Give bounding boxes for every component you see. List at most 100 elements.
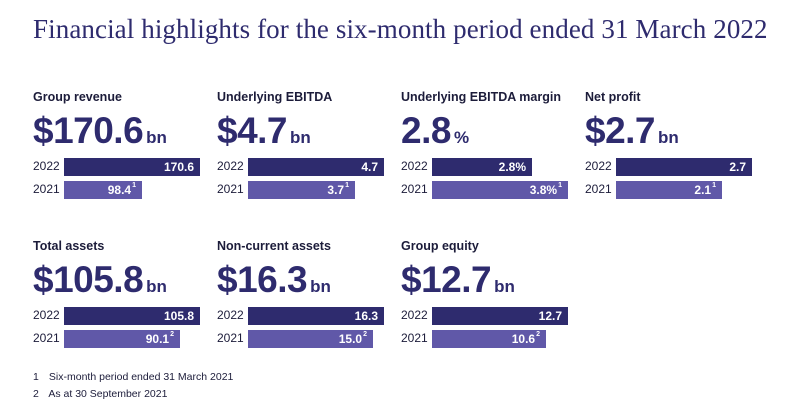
footnote-number: 2: [33, 388, 39, 400]
metric-card-non-current-assets: Non-current assets $16.3 bn 2022 16.3 202…: [217, 239, 387, 348]
metric-value: $105.8 bn: [33, 258, 203, 302]
metric-label: Group equity: [401, 239, 479, 253]
year-label: 2022: [33, 159, 60, 173]
bar-2021: 90.12: [64, 330, 180, 348]
metric-unit: bn: [310, 277, 331, 296]
metric-card-group-equity: Group equity $12.7 bn 2022 12.7 2021 10.6…: [401, 239, 571, 348]
year-label: 2022: [217, 159, 244, 173]
bar-value: 105.8: [163, 309, 194, 323]
metric-value: $2.7 bn: [585, 109, 755, 153]
year-label: 2021: [401, 182, 428, 196]
bar-row-2022: 2022 12.7: [401, 307, 571, 325]
metric-label: Total assets: [33, 239, 105, 253]
bar-2021: 10.62: [432, 330, 546, 348]
year-label: 2022: [585, 159, 612, 173]
bar-2022: 12.7: [432, 307, 568, 325]
bar-2021: 15.02: [248, 330, 373, 348]
metric-number: $4.7: [217, 110, 288, 151]
metric-number: $16.3: [217, 259, 308, 300]
bar-value: 90.1: [145, 332, 170, 346]
bar-2022: 2.7: [616, 158, 752, 176]
bar-value: 3.8%: [529, 183, 558, 197]
bar-row-2021: 2021 10.62: [401, 330, 571, 348]
year-label: 2022: [217, 308, 244, 322]
footnotes: 1 Six-month period ended 31 March 2021 2…: [33, 371, 233, 405]
footnote-ref: 2: [170, 331, 174, 338]
metric-unit: bn: [146, 277, 167, 296]
year-label: 2021: [401, 331, 428, 345]
bar-row-2021: 2021 15.02: [217, 330, 387, 348]
bar-row-2021: 2021 3.71: [217, 181, 387, 199]
footnote-ref: 2: [363, 331, 367, 338]
year-label: 2022: [401, 308, 428, 322]
bar-value: 2.8%: [498, 160, 526, 174]
metric-number: $12.7: [401, 259, 492, 300]
bar-2022: 170.6: [64, 158, 200, 176]
footnote-ref: 1: [132, 182, 136, 189]
bar-row-2022: 2022 2.8%: [401, 158, 571, 176]
metric-unit: bn: [658, 128, 679, 147]
footnote-text: Six-month period ended 31 March 2021: [48, 371, 234, 383]
footnote-number: 1: [33, 371, 39, 383]
footnote-text: As at 30 September 2021: [48, 388, 168, 400]
bar-value: 3.7: [327, 183, 345, 197]
bar-value: 4.7: [361, 160, 378, 174]
metric-number: $105.8: [33, 259, 144, 300]
bar-2022: 4.7: [248, 158, 384, 176]
metric-value: 2.8%: [401, 109, 571, 153]
metric-value: $16.3 bn: [217, 258, 387, 302]
bar-2022: 105.8: [64, 307, 200, 325]
metric-unit: bn: [146, 128, 167, 147]
metric-value: $4.7 bn: [217, 109, 387, 153]
metric-card-group-revenue: Group revenue $170.6 bn 2022 170.6 2021 9…: [33, 90, 203, 199]
bar-2021: 3.71: [248, 181, 355, 199]
bar-value: 170.6: [163, 160, 194, 174]
bar-row-2022: 2022 16.3: [217, 307, 387, 325]
year-label: 2021: [217, 331, 244, 345]
metric-label: Net profit: [585, 90, 641, 104]
metric-number: 2.8: [401, 110, 451, 151]
metric-unit: bn: [290, 128, 311, 147]
bar-row-2022: 2022 170.6: [33, 158, 203, 176]
year-label: 2021: [585, 182, 612, 196]
bar-value: 10.6: [511, 332, 536, 346]
year-label: 2022: [401, 159, 428, 173]
bar-row-2021: 2021 2.11: [585, 181, 755, 199]
footnote-ref: 1: [712, 182, 716, 189]
bar-2021: 98.41: [64, 181, 142, 199]
metric-label: Group revenue: [33, 90, 122, 104]
bar-value: 2.1: [694, 183, 712, 197]
bar-row-2022: 2022 2.7: [585, 158, 755, 176]
metric-unit: %: [453, 128, 470, 147]
bar-row-2022: 2022 4.7: [217, 158, 387, 176]
bar-value: 98.4: [107, 183, 132, 197]
bar-row-2021: 2021 98.41: [33, 181, 203, 199]
bar-row-2021: 2021 90.12: [33, 330, 203, 348]
metric-card-total-assets: Total assets $105.8 bn 2022 105.8 2021 90…: [33, 239, 203, 348]
metric-label: Underlying EBITDA: [217, 90, 333, 104]
metric-value: $170.6 bn: [33, 109, 203, 153]
metric-unit: bn: [494, 277, 515, 296]
bar-row-2021: 2021 3.8%1: [401, 181, 571, 199]
year-label: 2022: [33, 308, 60, 322]
metric-number: $170.6: [33, 110, 144, 151]
metric-value: $12.7 bn: [401, 258, 571, 302]
metric-card-ebitda-margin: Underlying EBITDA margin 2.8% 2022 2.8% …: [401, 90, 571, 199]
year-label: 2021: [33, 182, 60, 196]
footnote-item: 1 Six-month period ended 31 March 2021: [33, 371, 233, 388]
footnote-ref: 2: [536, 331, 540, 338]
bar-row-2022: 2022 105.8: [33, 307, 203, 325]
metric-card-underlying-ebitda: Underlying EBITDA $4.7 bn 2022 4.7 2021 3…: [217, 90, 387, 199]
footnote-item: 2 As at 30 September 2021: [33, 388, 233, 405]
bar-2021: 2.11: [616, 181, 722, 199]
bar-value: 15.0: [338, 332, 363, 346]
metric-label: Non-current assets: [217, 239, 331, 253]
metric-card-net-profit: Net profit $2.7 bn 2022 2.7 2021 2.11: [585, 90, 755, 199]
bar-2022: 16.3: [248, 307, 384, 325]
year-label: 2021: [33, 331, 60, 345]
footnote-ref: 1: [558, 182, 562, 189]
page-title: Financial highlights for the six-month p…: [33, 14, 768, 44]
bar-value: 2.7: [729, 160, 746, 174]
metric-number: $2.7: [585, 110, 656, 151]
year-label: 2021: [217, 182, 244, 196]
